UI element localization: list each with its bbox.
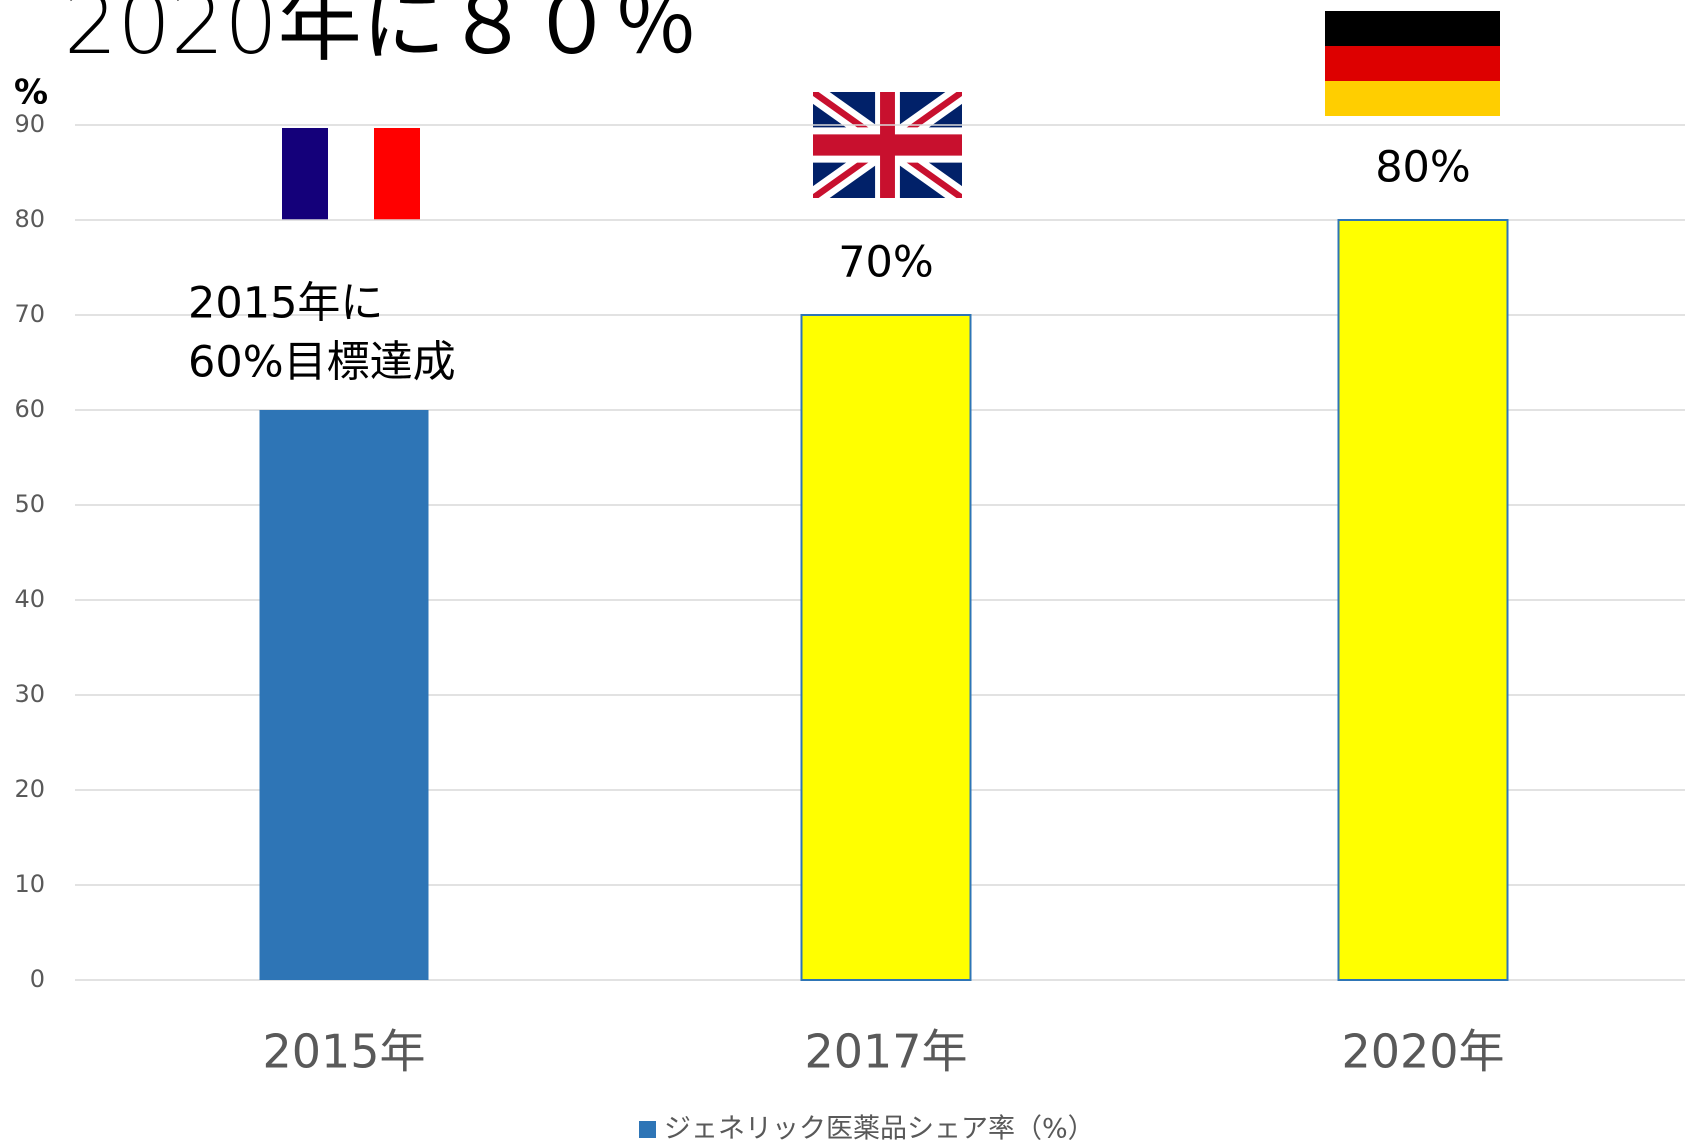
x-tick-label: 2015年 <box>262 1025 425 1079</box>
y-tick-label: 10 <box>14 870 45 898</box>
x-tick-label: 2017年 <box>804 1025 967 1079</box>
y-tick-label: 30 <box>14 680 45 708</box>
bar <box>800 314 972 981</box>
y-tick-label: 80 <box>14 205 45 233</box>
bar <box>1337 219 1509 981</box>
annotation: 2015年に <box>188 279 383 329</box>
legend-label: ジェネリック医薬品シェア率（%） <box>664 1114 1095 1144</box>
y-tick-label: 70 <box>14 300 45 328</box>
flag-germany <box>1325 11 1500 116</box>
data-label: 70% <box>838 238 934 288</box>
y-tick-label: 20 <box>14 775 45 803</box>
annotation: 60%目標達成 <box>188 338 456 388</box>
y-tick-label: 40 <box>14 585 45 613</box>
legend-swatch <box>639 1121 656 1138</box>
flag-france <box>282 128 420 220</box>
y-tick-label: 90 <box>14 110 45 138</box>
y-axis-label: % <box>14 73 48 113</box>
data-label: 80% <box>1375 143 1471 193</box>
bar <box>259 410 429 980</box>
flag-uk <box>813 92 962 198</box>
y-tick-label: 60 <box>14 395 45 423</box>
y-tick-label: 50 <box>14 490 45 518</box>
chart-title: 2020年に８０％ <box>64 0 698 73</box>
y-tick-label: 0 <box>30 965 45 993</box>
x-tick-label: 2020年 <box>1341 1025 1504 1079</box>
